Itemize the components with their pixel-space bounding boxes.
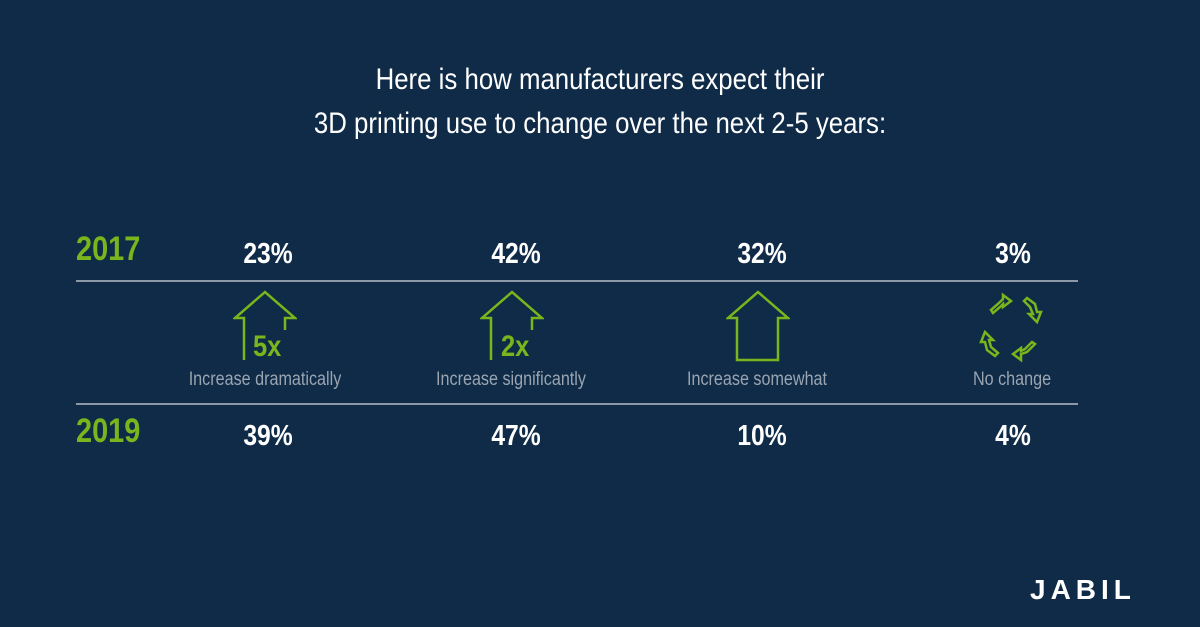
value-2019-increase-somewhat: 10% [737, 420, 787, 452]
chart-title: Here is how manufacturers expect their 3… [84, 58, 1116, 146]
title-line-1: Here is how manufacturers expect their [375, 63, 825, 96]
arrow-up-icon [480, 290, 544, 360]
value-2019-increase-dramatically: 39% [243, 420, 293, 452]
category-no-change: No change [972, 369, 1052, 390]
category-increase-dramatically: Increase dramatically [188, 369, 342, 390]
year-label-2019: 2019 [76, 412, 141, 450]
multiplier-2x: 2x [501, 330, 530, 363]
multiplier-5x: 5x [253, 330, 282, 363]
arrow-up-icon [726, 290, 790, 362]
value-2017-increase-significantly: 42% [491, 238, 541, 270]
value-2017-increase-dramatically: 23% [243, 238, 293, 270]
category-increase-somewhat: Increase somewhat [686, 369, 828, 390]
divider-bottom [76, 403, 1078, 405]
value-2019-increase-significantly: 47% [491, 420, 541, 452]
value-2017-increase-somewhat: 32% [737, 238, 787, 270]
value-2019-no-change: 4% [995, 420, 1031, 452]
arrow-up-icon [233, 290, 297, 360]
jabil-logo: JABIL [1030, 574, 1136, 605]
cycle-arrows-icon [979, 292, 1043, 363]
category-increase-significantly: Increase significantly [436, 369, 586, 390]
title-line-2: 3D printing use to change over the next … [313, 107, 887, 140]
year-label-2017: 2017 [76, 230, 141, 268]
divider-top [76, 280, 1078, 282]
value-2017-no-change: 3% [995, 238, 1031, 270]
